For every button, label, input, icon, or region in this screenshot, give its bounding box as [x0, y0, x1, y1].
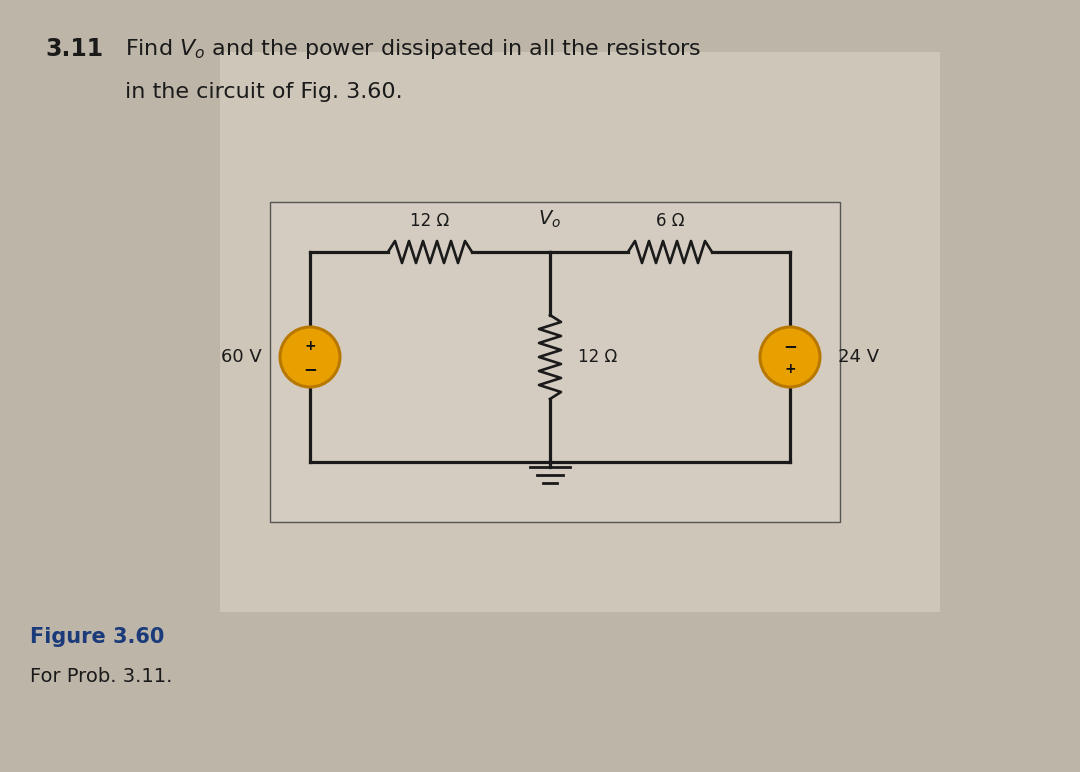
FancyBboxPatch shape — [220, 52, 940, 612]
Text: −: − — [303, 360, 316, 378]
Text: 12 Ω: 12 Ω — [578, 348, 618, 366]
Text: Figure 3.60: Figure 3.60 — [30, 627, 164, 647]
FancyBboxPatch shape — [270, 202, 840, 522]
Text: 12 Ω: 12 Ω — [410, 212, 449, 230]
Text: 3.11: 3.11 — [45, 37, 103, 61]
Text: 60 V: 60 V — [221, 348, 262, 366]
Text: +: + — [784, 362, 796, 376]
Text: 24 V: 24 V — [838, 348, 879, 366]
Text: For Prob. 3.11.: For Prob. 3.11. — [30, 667, 173, 686]
Text: 6 Ω: 6 Ω — [656, 212, 685, 230]
Text: in the circuit of Fig. 3.60.: in the circuit of Fig. 3.60. — [125, 82, 403, 102]
Text: −: − — [783, 337, 797, 355]
Text: Find $V_o$ and the power dissipated in all the resistors: Find $V_o$ and the power dissipated in a… — [125, 37, 701, 61]
Text: +: + — [305, 339, 315, 353]
Circle shape — [280, 327, 340, 387]
Text: $V_o$: $V_o$ — [539, 208, 562, 230]
Circle shape — [760, 327, 820, 387]
